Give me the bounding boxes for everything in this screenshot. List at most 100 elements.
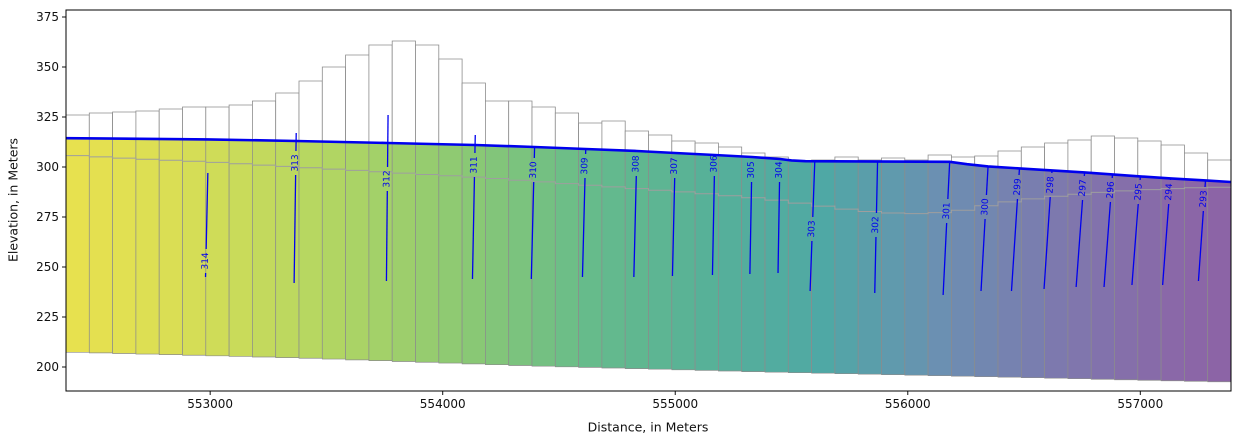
saturated-cell-column [881, 161, 906, 376]
saturated-cell-column [415, 143, 440, 363]
head-contour-line [749, 181, 753, 275]
saturated-cell-column [182, 138, 207, 356]
contour-label: 314 [201, 252, 211, 270]
contour-label: 310 [529, 161, 539, 179]
saturated-cell-column [974, 164, 999, 378]
contour-label: 304 [775, 161, 785, 179]
head-contour-line [809, 240, 813, 292]
saturated-cell-column [1184, 178, 1209, 382]
unsaturated-cell-column [415, 44, 440, 145]
saturated-cell-column [88, 138, 113, 354]
unsaturated-cell-column [205, 106, 230, 141]
contour-label: 313 [291, 154, 301, 171]
head-contour-line [581, 177, 586, 278]
contour-label: 306 [709, 155, 719, 173]
head-contour-line [530, 181, 535, 280]
saturated-cell-column [787, 159, 812, 374]
head-contour-line [386, 114, 389, 168]
saturated-cell-column [112, 138, 137, 354]
saturated-cell-column [66, 137, 90, 353]
contour-label: 309 [580, 157, 590, 175]
contour-label: 300 [980, 198, 991, 216]
saturated-cell-column [578, 148, 603, 368]
x-tick-label: 554000 [420, 397, 466, 411]
contour-label: 299 [1013, 178, 1024, 196]
contour-label: 297 [1078, 179, 1089, 197]
saturated-cell-column [158, 138, 183, 356]
unsaturated-cell-column [648, 134, 673, 154]
contour-label: 308 [631, 155, 641, 173]
contour-label: 296 [1106, 181, 1117, 199]
unsaturated-cell-column [438, 58, 463, 146]
head-contour-line [711, 175, 716, 276]
saturated-cell-column [135, 138, 160, 355]
unsaturated-cell-column [1137, 140, 1162, 179]
head-contour-line [777, 181, 781, 274]
unsaturated-cell-column [1184, 152, 1209, 181]
contour-label: 307 [670, 157, 680, 174]
saturated-cells [66, 137, 1231, 383]
saturated-cell-column [811, 160, 836, 374]
y-axis-label: Elevation, in Meters [5, 137, 21, 263]
saturated-cell-column [531, 146, 556, 367]
saturated-cell-column [1207, 180, 1231, 383]
head-contour-line [1197, 210, 1204, 282]
unsaturated-cell-column [368, 44, 393, 144]
y-tick-label: 350 [36, 60, 59, 74]
head-contour-line [1010, 198, 1019, 292]
x-tick-label: 555000 [652, 397, 698, 411]
y-tick-label: 375 [36, 10, 59, 24]
unsaturated-cell-column [1020, 146, 1045, 171]
saturated-cell-column [741, 156, 766, 372]
saturated-cell-column [205, 139, 230, 357]
saturated-cell-column [694, 153, 719, 371]
unsaturated-cell-column [1207, 159, 1231, 183]
unsaturated-cell-column [321, 66, 347, 143]
contour-label: 302 [871, 216, 881, 233]
saturated-cell-column [345, 141, 370, 361]
contour-label: 301 [942, 202, 953, 220]
y-tick-label: 250 [36, 260, 59, 274]
saturated-cell-column [1020, 168, 1045, 379]
unsaturated-cell-column [66, 114, 90, 139]
head-contour-line [980, 218, 986, 292]
y-tick-label: 200 [36, 360, 59, 374]
contour-label: 294 [1164, 183, 1175, 201]
head-contour-line [1043, 196, 1051, 290]
contour-label: 298 [1045, 176, 1056, 194]
layer-boundary-line [66, 155, 1231, 215]
head-contour-line [471, 176, 476, 280]
unsaturated-cell-column [158, 108, 183, 140]
saturated-cell-column [904, 161, 929, 376]
saturated-cell-column [321, 141, 346, 360]
head-contour-line [874, 236, 877, 294]
saturated-cell-column [1067, 171, 1092, 380]
head-contour-line [633, 175, 637, 278]
unsaturated-cells [66, 40, 1231, 183]
saturated-cell-column [718, 154, 743, 372]
y-tick-label: 225 [36, 310, 59, 324]
water-table-line [66, 136, 1231, 184]
saturated-cell-column [1137, 175, 1162, 381]
unsaturated-cell-column [1160, 144, 1185, 180]
axes: 553000 554000 555000 556000 557000 200 225 250 2… [36, 10, 1163, 411]
unsaturated-cell-column [251, 100, 277, 142]
head-contour-line [293, 174, 297, 284]
contour-labels: 314 313 312 311 310 309 308 307 306 305 304 303 302 3… [201, 154, 1210, 269]
unsaturated-cell-column [531, 106, 556, 149]
head-contours [204, 114, 1207, 296]
saturated-cell-column [1160, 177, 1185, 382]
unsaturated-cell-column [554, 112, 579, 150]
head-contour-line [875, 162, 879, 214]
unsaturated-cell-column [228, 104, 253, 141]
contour-label: 312 [382, 170, 392, 187]
contour-label: 303 [807, 220, 818, 238]
head-contour-line [205, 172, 209, 250]
unsaturated-cell-column [345, 54, 370, 143]
head-contour-line [942, 222, 948, 296]
contour-label: 295 [1134, 183, 1145, 201]
x-axis-label: Distance, in Meters [587, 419, 709, 435]
unsaturated-cell-column [112, 111, 137, 140]
unsaturated-cell-column [461, 82, 486, 146]
saturated-cell-column [1044, 169, 1069, 379]
